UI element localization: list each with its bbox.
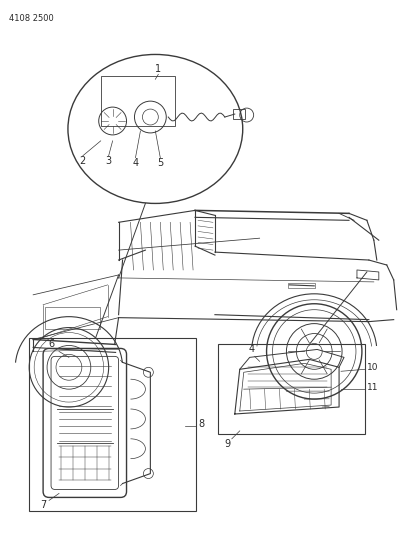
Bar: [29, 337, 196, 511]
Bar: [45, 306, 100, 328]
Text: 2: 2: [80, 156, 86, 166]
Text: 8: 8: [198, 419, 204, 429]
Text: 5: 5: [157, 158, 164, 168]
Text: 10: 10: [367, 363, 378, 372]
Text: 4: 4: [133, 158, 139, 168]
Bar: [218, 344, 365, 434]
Text: 1: 1: [155, 64, 162, 74]
Text: 11: 11: [367, 383, 378, 392]
Text: 7: 7: [40, 500, 46, 511]
Text: 9: 9: [225, 439, 231, 449]
Text: 4108 2500: 4108 2500: [9, 14, 54, 23]
Bar: [233, 109, 245, 119]
Text: 6: 6: [48, 340, 54, 350]
Bar: [101, 76, 175, 126]
Text: 4: 4: [248, 344, 255, 354]
Text: 3: 3: [106, 156, 112, 166]
Bar: [288, 283, 315, 288]
